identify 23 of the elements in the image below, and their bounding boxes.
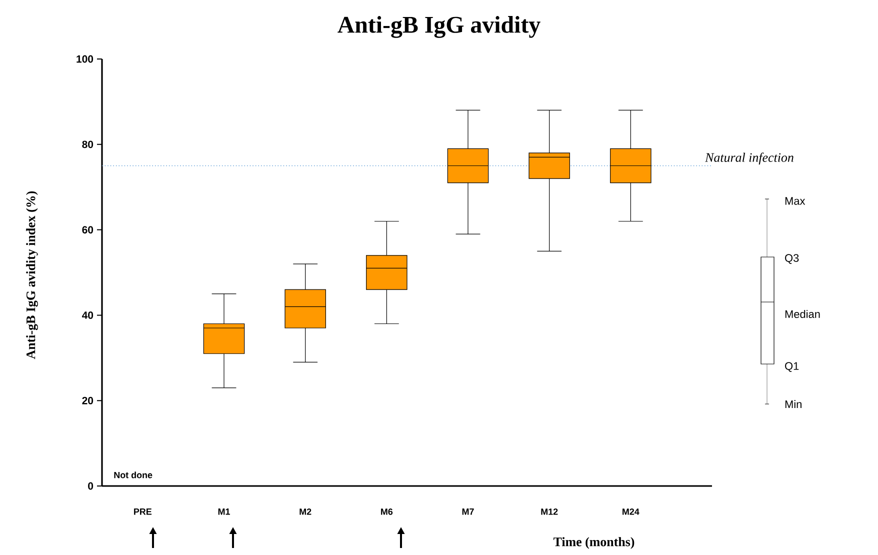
- x-axis-title: Time (months): [553, 537, 634, 549]
- ref-line-label: Natural infection: [704, 152, 794, 165]
- text: Median: [785, 310, 820, 318]
- y-tick-label: 60: [82, 226, 94, 234]
- y-axis-title: Anti-gB IgG avidity index (%): [26, 191, 38, 360]
- y-tick-label: 0: [88, 482, 94, 490]
- text: Q1: [785, 362, 799, 372]
- x-tick-label: M2: [300, 508, 312, 515]
- x-tick-label: M24: [622, 508, 640, 515]
- y-tick-label: 100: [76, 55, 94, 63]
- text: Min: [785, 400, 802, 408]
- y-tick-label: 20: [82, 396, 94, 404]
- y-tick-label: 40: [82, 312, 94, 319]
- y-tick-label: 80: [82, 140, 94, 148]
- chart-title: Anti-gB IgG avidity: [338, 16, 540, 38]
- text: Max: [785, 197, 806, 205]
- x-tick-label: M1: [218, 508, 230, 515]
- annotation: Not done: [114, 472, 152, 478]
- x-tick-label: M6: [381, 508, 393, 515]
- x-tick-label: M12: [541, 508, 558, 515]
- x-tick-label: M7: [462, 508, 474, 515]
- x-tick-label: PRE: [134, 508, 152, 515]
- text: Q3: [785, 254, 799, 264]
